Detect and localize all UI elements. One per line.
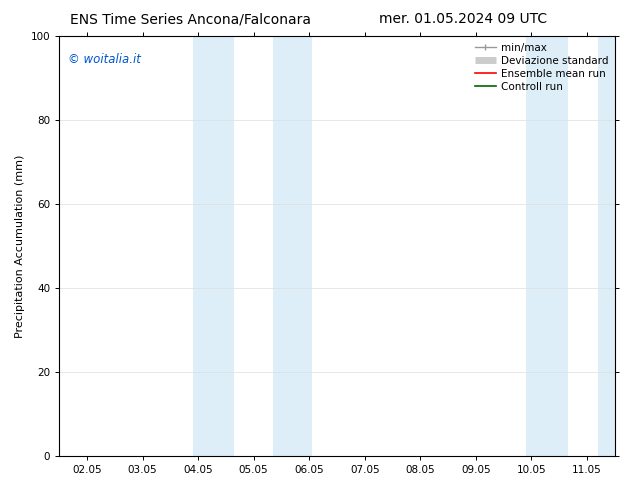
Legend: min/max, Deviazione standard, Ensemble mean run, Controll run: min/max, Deviazione standard, Ensemble m… (471, 38, 612, 96)
Text: ENS Time Series Ancona/Falconara: ENS Time Series Ancona/Falconara (70, 12, 311, 26)
Text: © woitalia.it: © woitalia.it (68, 53, 140, 66)
Bar (526, 36, 567, 456)
Text: mer. 01.05.2024 09 UTC: mer. 01.05.2024 09 UTC (378, 12, 547, 26)
Y-axis label: Precipitation Accumulation (mm): Precipitation Accumulation (mm) (15, 154, 25, 338)
Bar (273, 36, 312, 456)
Bar (193, 36, 234, 456)
Bar (598, 36, 634, 456)
